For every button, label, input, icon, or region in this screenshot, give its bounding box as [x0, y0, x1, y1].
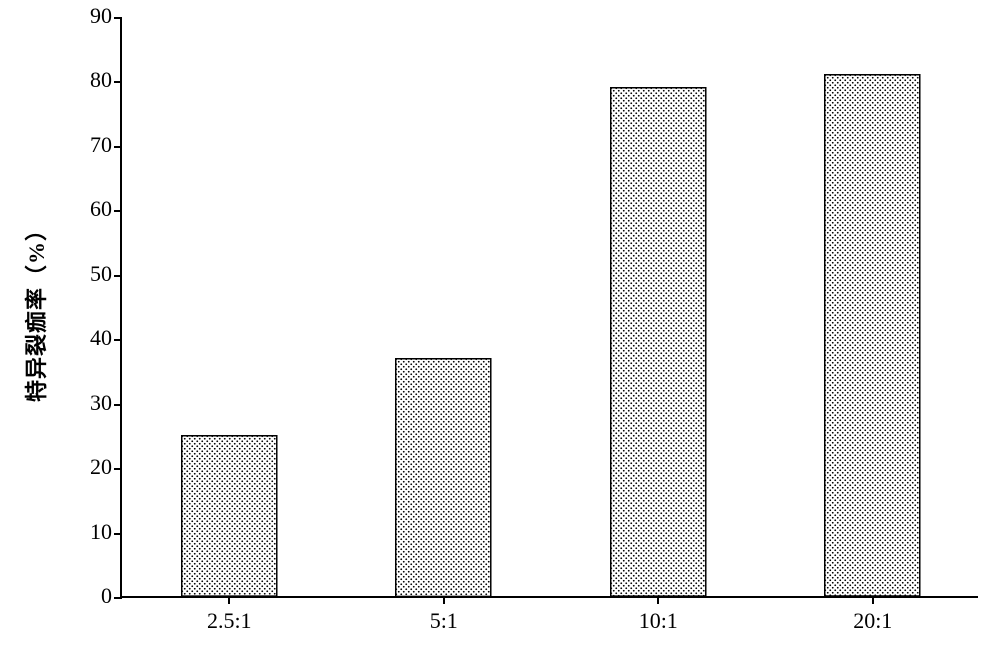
bar: [181, 435, 278, 596]
xtick-mark: [872, 596, 874, 604]
xtick-label: 20:1: [853, 608, 892, 634]
bar: [610, 87, 707, 596]
ytick-label: 30: [90, 390, 112, 416]
ytick-label: 60: [90, 196, 112, 222]
ytick-label: 70: [90, 132, 112, 158]
ytick-label: 40: [90, 325, 112, 351]
chart-container: 特异裂痂率（%） 01020304050607080902.5:15:110:1…: [0, 0, 1000, 651]
ytick-mark: [114, 533, 122, 535]
xtick-mark: [228, 596, 230, 604]
ytick-mark: [114, 81, 122, 83]
ytick-label: 50: [90, 261, 112, 287]
ytick-label: 10: [90, 519, 112, 545]
ytick-mark: [114, 17, 122, 19]
xtick-label: 5:1: [430, 608, 458, 634]
xtick-label: 2.5:1: [207, 608, 252, 634]
ytick-mark: [114, 468, 122, 470]
ytick-mark: [114, 339, 122, 341]
bar: [824, 74, 921, 596]
plot-area: 01020304050607080902.5:15:110:120:1: [120, 18, 978, 598]
y-axis-label: 特异裂痂率（%）: [19, 218, 51, 402]
xtick-label: 10:1: [639, 608, 678, 634]
ytick-label: 80: [90, 67, 112, 93]
ytick-label: 90: [90, 3, 112, 29]
ytick-mark: [114, 404, 122, 406]
xtick-mark: [657, 596, 659, 604]
ytick-mark: [114, 275, 122, 277]
ytick-mark: [114, 597, 122, 599]
xtick-mark: [443, 596, 445, 604]
ytick-mark: [114, 210, 122, 212]
bar: [395, 358, 492, 596]
ytick-label: 0: [101, 583, 112, 609]
ytick-mark: [114, 146, 122, 148]
ytick-label: 20: [90, 454, 112, 480]
